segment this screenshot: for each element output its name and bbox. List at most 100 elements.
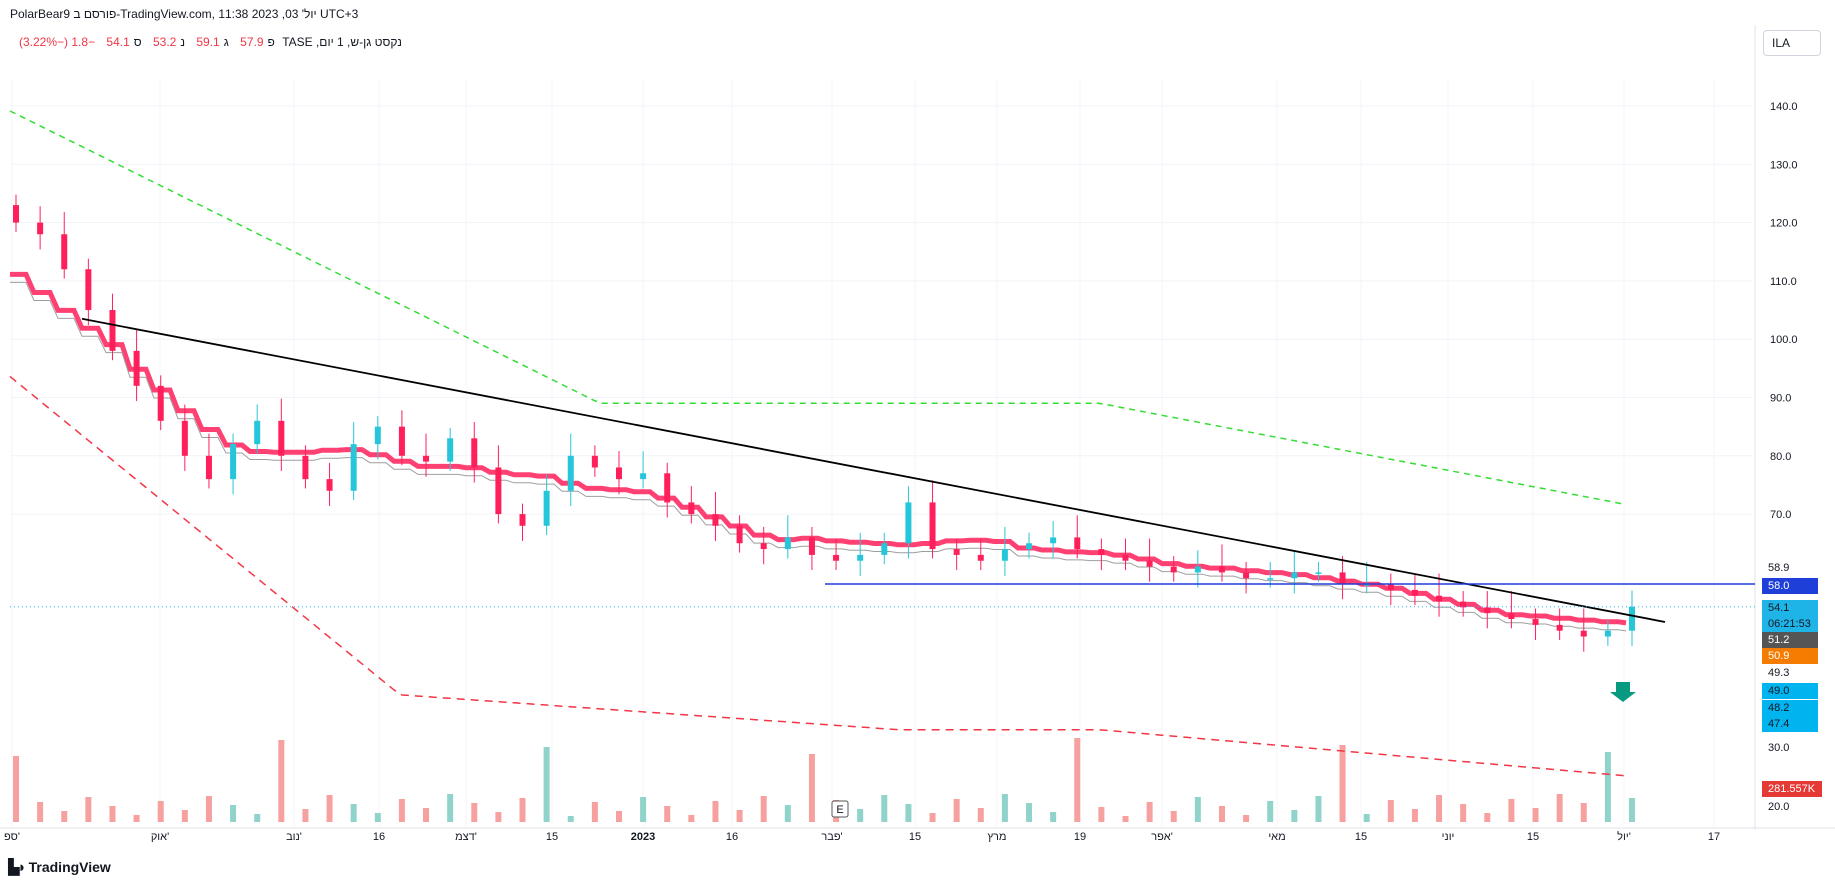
candle-body bbox=[205, 455, 212, 480]
volume-bar bbox=[760, 796, 767, 822]
volume-bar bbox=[350, 804, 357, 822]
volume-bar bbox=[61, 811, 68, 822]
ohlc-legend: נקסט גן-ש, 1 יום, TASE פ57.9 ג59.1 נ53.2… bbox=[19, 35, 402, 49]
candle-body bbox=[929, 502, 936, 550]
volume-bar bbox=[953, 799, 960, 822]
volume-bar bbox=[881, 795, 888, 822]
volume-bar bbox=[1001, 794, 1008, 822]
candle-body bbox=[881, 543, 888, 555]
signal-arrow-icon bbox=[1610, 682, 1636, 702]
volume-bar bbox=[230, 805, 237, 822]
candle-body bbox=[664, 473, 671, 503]
time-tick-label: 15 bbox=[546, 831, 558, 843]
candlesticks bbox=[13, 194, 1635, 652]
time-tick-label: 17 bbox=[1708, 831, 1720, 843]
candle-body bbox=[471, 438, 478, 468]
time-tick-label: ספ' bbox=[4, 831, 20, 843]
descending-trendline bbox=[81, 317, 1666, 623]
price-label-58-9: 58.9 bbox=[1768, 562, 1790, 574]
volume-bar bbox=[326, 795, 333, 822]
time-tick-label: יוני bbox=[1442, 831, 1455, 843]
tradingview-logo[interactable]: ▙◗ TradingView bbox=[8, 859, 111, 876]
volume-bar bbox=[977, 808, 984, 822]
candle-body bbox=[1243, 572, 1250, 579]
candle-body bbox=[1411, 589, 1418, 596]
candle-body bbox=[905, 502, 912, 544]
volume-bar bbox=[85, 797, 92, 822]
volume-bar bbox=[1170, 811, 1177, 822]
volume-bar bbox=[278, 740, 285, 822]
price-label-50-9: 50.9 bbox=[1762, 648, 1818, 664]
candle-body bbox=[736, 525, 743, 544]
earnings-marker-label: E bbox=[836, 804, 843, 816]
low-value: 53.2 bbox=[153, 35, 177, 49]
chart-grid bbox=[0, 25, 1835, 830]
time-tick-label: 15 bbox=[1527, 831, 1539, 843]
time-tick-label: 16 bbox=[726, 831, 738, 843]
candle-body bbox=[278, 420, 285, 456]
volume-bar bbox=[133, 815, 140, 822]
volume-bar bbox=[302, 809, 309, 822]
candle-body bbox=[1556, 624, 1563, 631]
drawn-lines: E bbox=[10, 317, 1755, 818]
volume-bar bbox=[1339, 745, 1346, 822]
candle-body bbox=[1267, 578, 1274, 580]
high-value: 59.1 bbox=[196, 35, 220, 49]
candle-body bbox=[1532, 619, 1539, 625]
volume-bar bbox=[1026, 803, 1033, 822]
volume-bar bbox=[495, 812, 502, 822]
volume-bar bbox=[1508, 799, 1515, 822]
candle-body bbox=[1098, 549, 1105, 555]
price-label-20: 20.0 bbox=[1768, 801, 1790, 813]
tradingview-logo-icon: ▙◗ bbox=[8, 859, 27, 876]
time-tick-label: מרץ bbox=[988, 831, 1007, 843]
volume-bar bbox=[1411, 809, 1418, 822]
volume-bar bbox=[1194, 797, 1201, 822]
price-label-49-0: 49.0 bbox=[1762, 683, 1818, 699]
candle-body bbox=[833, 554, 840, 561]
volume-bar bbox=[1315, 796, 1322, 822]
volume-bar bbox=[109, 806, 116, 822]
candle-body bbox=[85, 269, 92, 311]
volume-bar bbox=[157, 801, 164, 822]
candle-body bbox=[1218, 566, 1225, 573]
volume-bar bbox=[1532, 808, 1539, 822]
price-label-58-0: 58.0 bbox=[1762, 578, 1818, 594]
volume-bar bbox=[1050, 812, 1057, 822]
candle-body bbox=[398, 426, 405, 456]
volume-bar bbox=[1122, 816, 1129, 822]
volume-bar bbox=[398, 799, 405, 822]
candle-body bbox=[1194, 566, 1201, 573]
time-tick-label: דצמ' bbox=[455, 831, 477, 843]
volume-bar bbox=[591, 802, 598, 822]
price-label-48-2: 48.2 bbox=[1762, 700, 1818, 716]
candle-body bbox=[302, 455, 309, 480]
volume-bar bbox=[1436, 795, 1443, 822]
candle-body bbox=[1339, 572, 1346, 585]
volume-bar bbox=[1146, 802, 1153, 822]
time-tick-label: 2023 bbox=[631, 831, 655, 843]
moving-average-band bbox=[10, 271, 1627, 626]
price-tick-label: 90.0 bbox=[1770, 393, 1791, 405]
candle-body bbox=[1315, 572, 1322, 574]
price-label-47-4: 47.4 bbox=[1762, 716, 1818, 732]
lower-dashed-band bbox=[9, 375, 1627, 777]
volume-bar bbox=[664, 806, 671, 822]
volume-bar bbox=[374, 813, 381, 822]
close-value: 54.1 bbox=[106, 35, 130, 49]
volume-bar bbox=[1074, 738, 1081, 822]
candle-body bbox=[567, 455, 574, 491]
symbol-label[interactable]: נקסט גן-ש, 1 יום, TASE bbox=[282, 35, 402, 49]
volume-bar bbox=[1243, 815, 1250, 822]
volume-bar bbox=[1556, 794, 1563, 822]
indicator-bands bbox=[9, 110, 1627, 777]
time-tick-label: 15 bbox=[909, 831, 921, 843]
earnings-marker bbox=[831, 800, 849, 818]
volume-bar bbox=[567, 816, 574, 822]
candle-body bbox=[1170, 566, 1177, 573]
candle-body bbox=[61, 234, 68, 270]
currency-button[interactable]: ILA bbox=[1763, 30, 1821, 56]
price-tick-label: 100.0 bbox=[1770, 334, 1798, 346]
upper-dashed-band bbox=[9, 110, 1627, 506]
